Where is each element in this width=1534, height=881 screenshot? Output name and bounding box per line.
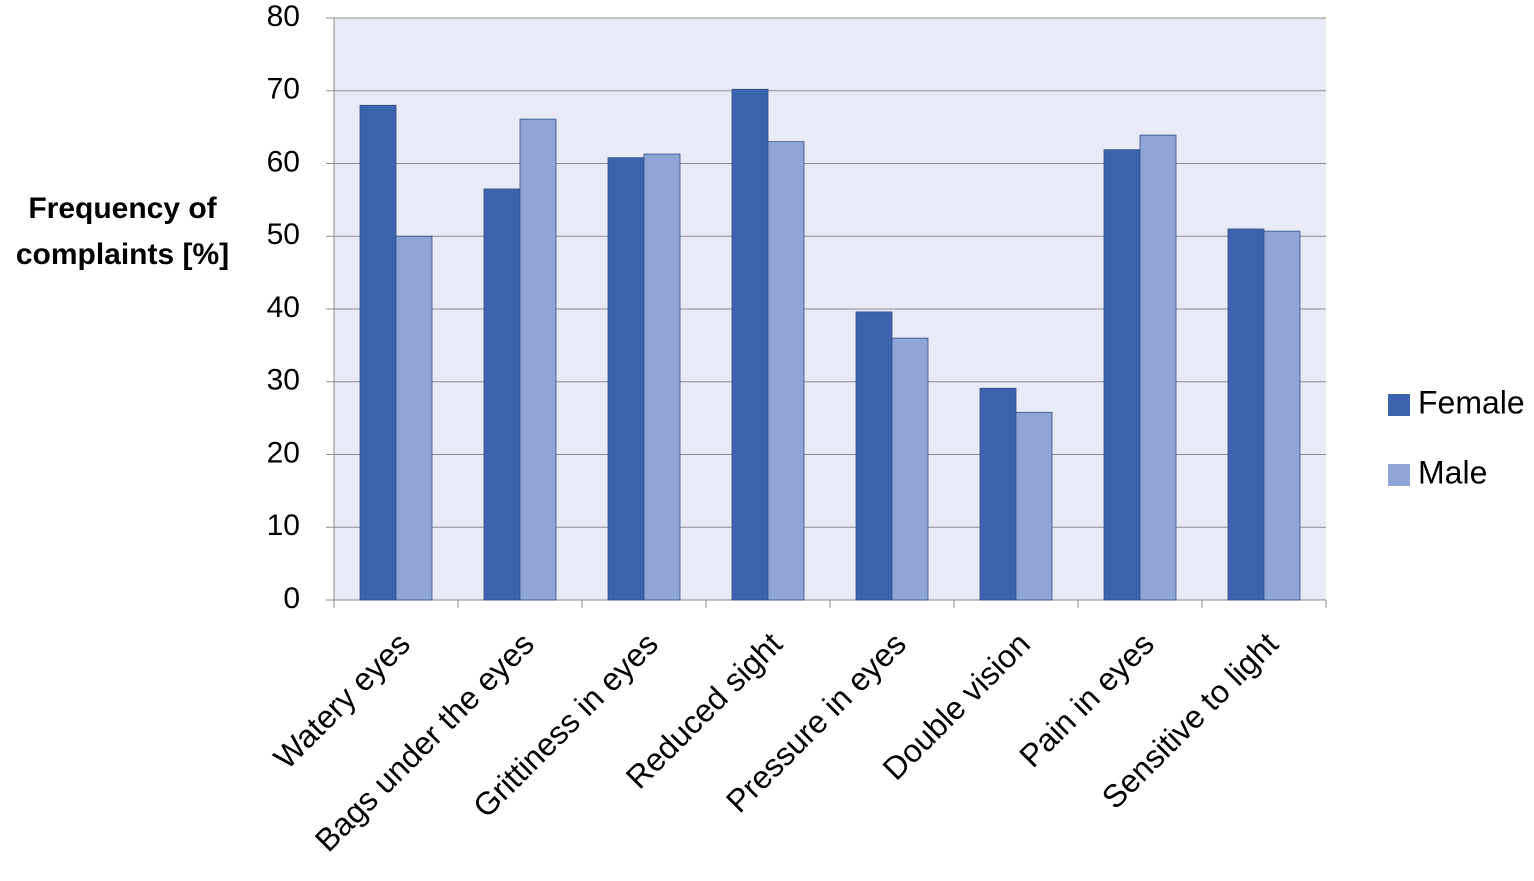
- y-tick-label: 0: [283, 582, 300, 615]
- bar: [643, 153, 681, 601]
- bar: [731, 88, 769, 601]
- bar: [1103, 149, 1141, 601]
- bar: [1263, 230, 1301, 601]
- legend-swatch: [1388, 464, 1410, 486]
- bar: [891, 337, 929, 601]
- y-tick-label: 70: [267, 73, 300, 106]
- bar: [359, 104, 397, 601]
- bar: [979, 387, 1017, 601]
- bar: [1227, 228, 1265, 601]
- y-tick-label: 80: [267, 0, 300, 33]
- bar: [1139, 134, 1177, 601]
- y-tick-label: 20: [267, 436, 300, 469]
- x-tick-label: Bags under the eyes: [308, 625, 541, 858]
- y-tick-label: 40: [267, 291, 300, 324]
- y-tick-label: 10: [267, 509, 300, 542]
- y-tick-label: 60: [267, 145, 300, 178]
- bar: [607, 157, 645, 601]
- bar: [855, 311, 893, 601]
- legend-label: Female: [1418, 384, 1525, 420]
- bar: [1015, 411, 1053, 601]
- bar: [767, 141, 805, 601]
- y-tick-label: 30: [267, 364, 300, 397]
- bar: [395, 235, 433, 601]
- legend-swatch: [1388, 394, 1410, 416]
- bar: [519, 118, 557, 601]
- legend-label: Male: [1418, 454, 1487, 490]
- bar: [483, 188, 521, 601]
- y-tick-label: 50: [267, 218, 300, 251]
- y-axis-label: Frequency of complaints [%]: [15, 192, 230, 271]
